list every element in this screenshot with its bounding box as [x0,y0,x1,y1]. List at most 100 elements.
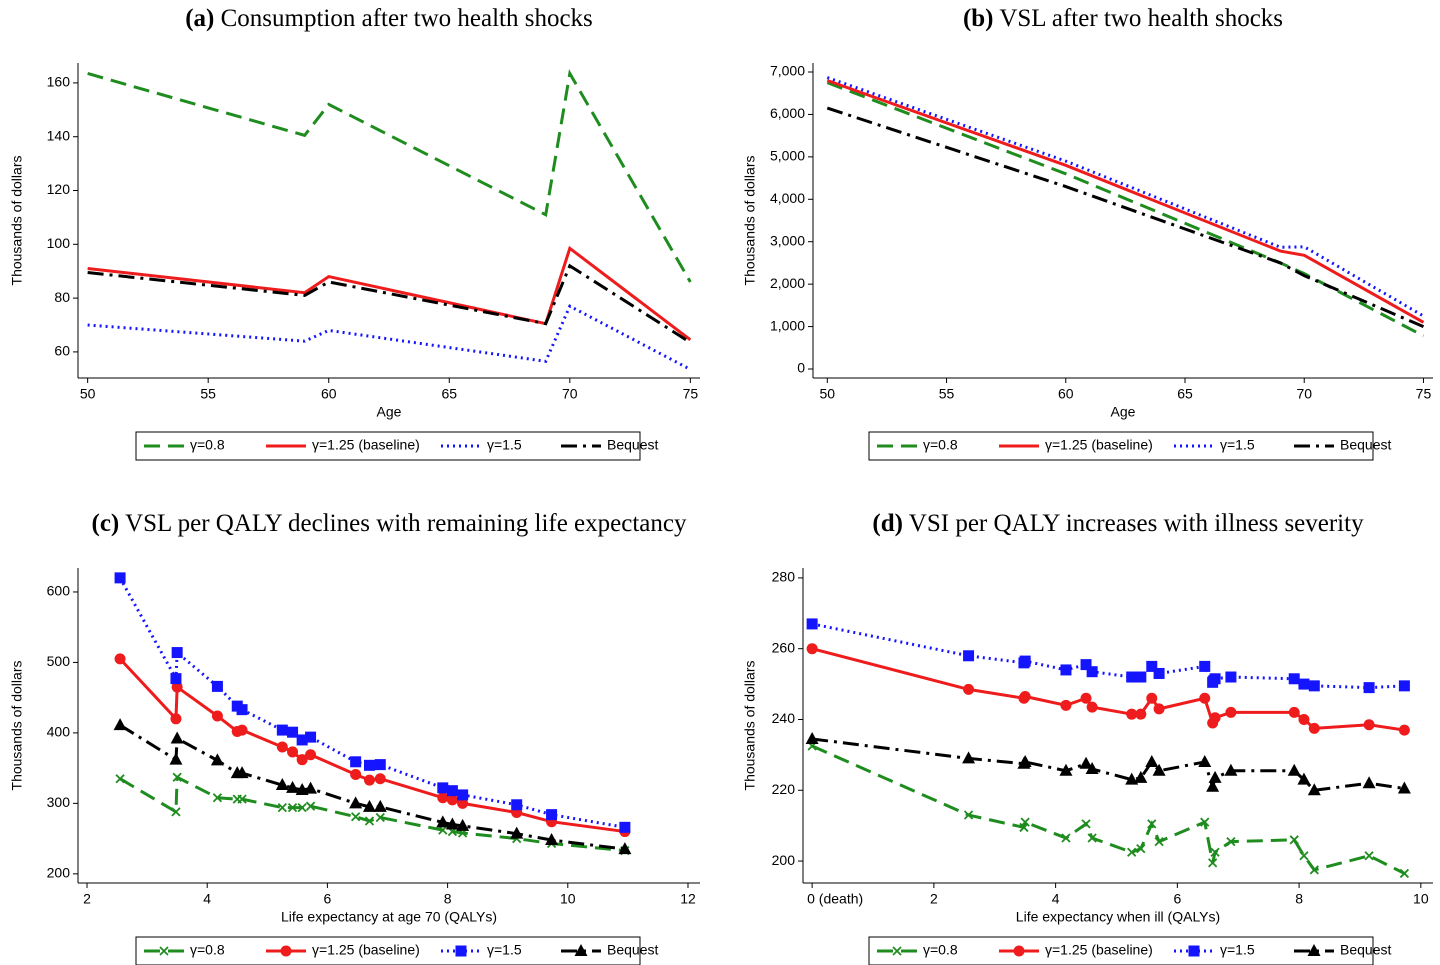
marker-square [350,756,362,768]
marker-triangle [1059,763,1073,776]
y-axis-label: Thousands of dollars [742,661,758,791]
marker-cross [1081,819,1091,829]
legend-box [135,431,641,461]
marker-stroke [212,793,223,803]
marker-square [457,789,469,801]
x-tick-label: 55 [939,386,955,402]
marker-circle [211,710,223,722]
x-tick-label: 60 [1058,386,1074,402]
legend-label: Bequest [1340,437,1391,453]
marker-square [619,821,631,833]
y-tick-label: 2,000 [770,275,805,291]
marker-stroke [1087,833,1097,843]
marker-triangle [1085,762,1099,775]
marker-stroke [172,772,182,782]
marker-cross [297,802,307,813]
legend-box [135,936,641,965]
legend-label: Bequest [1340,942,1391,958]
y-tick-label: 140 [47,127,71,143]
series-line [87,245,692,341]
marker-circle [963,683,975,695]
x-tick-label: 0 (death) [807,891,863,907]
marker-circle [437,792,449,804]
marker-triangle [1134,770,1148,783]
marker-circle [1398,724,1410,736]
marker-triangle [456,818,470,831]
marker-cross [1147,819,1157,829]
y-tick-label: 100 [47,235,71,251]
marker-cross [1127,847,1137,857]
marker-square [114,572,126,584]
marker-circle [296,754,308,766]
panel-title-text: VSI per QALY increases with illness seve… [909,510,1364,537]
x-tick-label: 75 [683,386,699,402]
panel-label: (a) [185,5,214,32]
x-tick-label: 4 [1052,891,1060,907]
marker-cross [1226,836,1236,847]
legend-marker [574,944,588,956]
legend-label: γ=1.25 (baseline) [1045,437,1153,453]
marker-cross [171,807,181,817]
y-tick-label: 500 [47,653,71,669]
marker-triangle [169,752,183,765]
marker-circle [1126,708,1138,720]
marker-stroke [1136,844,1146,854]
marker-triangle [962,751,976,764]
marker-cross [1299,851,1309,861]
y-tick-label: 5,000 [770,148,805,164]
marker-stroke [438,825,448,835]
marker-square [806,618,818,630]
panel-title: (a) Consumption after two health shocks [185,5,593,32]
marker-stroke [305,801,316,811]
marker-triangle [510,826,524,839]
marker-square [171,647,183,659]
marker-circle [374,773,386,785]
legend-label: γ=0.8 [190,942,225,958]
panel-title-text: Consumption after two health shocks [221,5,593,32]
marker-triangle [1079,756,1093,769]
marker-circle [276,741,288,753]
marker-triangle [1224,763,1238,776]
marker-cross [1087,833,1097,843]
marker-triangle [805,731,819,744]
marker-square [1126,671,1138,683]
marker-square [374,759,386,771]
marker-stroke [1200,817,1210,827]
x-tick-label: 50 [820,386,836,402]
marker-square [1153,667,1165,679]
marker-square [236,704,248,716]
marker-stroke [1061,833,1071,843]
legend-label: γ=1.5 [1220,437,1255,453]
marker-square [511,799,523,811]
marker-cross [1309,865,1319,875]
marker-triangle [1208,770,1222,783]
legend-marker [280,945,292,957]
marker-circle [1019,690,1031,702]
y-tick-label: 1,000 [770,317,805,333]
legend-box [868,936,1374,965]
legend-label: Bequest [607,942,658,958]
marker-square [276,724,288,736]
marker-circle [114,653,126,665]
marker-triangle [436,815,450,828]
marker-triangle [304,781,318,794]
x-tick-label: 70 [1296,386,1312,402]
y-tick-label: 60 [54,343,70,359]
panel: (a) Consumption after two health shocks 6… [9,5,700,461]
y-tick-label: 80 [54,289,70,305]
y-tick-label: 400 [47,724,71,740]
marker-cross [277,802,287,813]
marker-circle [1209,712,1221,724]
x-tick-label: 4 [203,891,211,907]
series-line [811,737,1405,792]
y-tick-label: 4,000 [770,190,805,206]
y-tick-label: 7,000 [770,63,805,79]
marker-cross [1399,868,1410,879]
marker-cross [115,774,125,784]
x-tick-label: 10 [560,891,576,907]
marker-stroke [287,802,298,813]
marker-stroke [963,810,974,820]
marker-stroke [1020,817,1030,827]
marker-square [1086,666,1098,678]
